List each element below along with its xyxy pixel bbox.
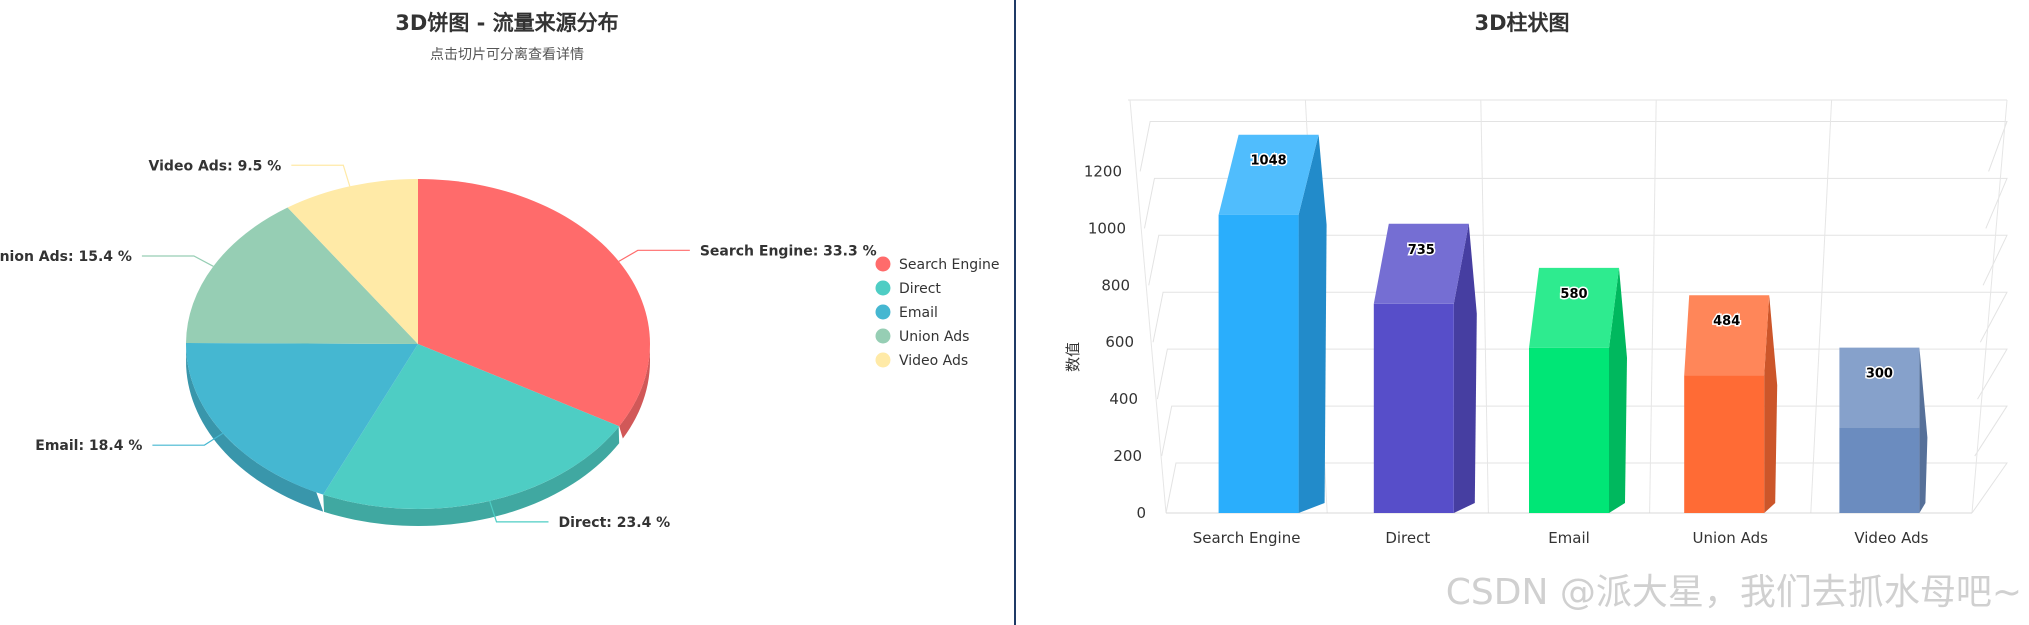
legend-item-label[interactable]: Union Ads	[899, 329, 969, 345]
grid-line	[1480, 99, 1489, 514]
bar[interactable]	[1373, 303, 1454, 513]
bar[interactable]	[1684, 375, 1765, 513]
bar-side-face	[1609, 267, 1627, 513]
grid-line	[1971, 99, 2008, 514]
bar-chart-panel: 3D柱状图 0 200 400 600 800 1000 1200 数值 1048 735 58…	[1064, 11, 2008, 547]
bar-chart-x-ticks: Search Engine Direct Email Union Ads Video A…	[1193, 529, 1929, 547]
pie-chart-title: 3D饼图 - 流量来源分布	[395, 11, 618, 35]
legend-item-label[interactable]: Search Engine	[899, 257, 1000, 273]
bar-value-label: 735	[1408, 243, 1435, 258]
bar-side-face	[1453, 223, 1477, 514]
bar[interactable]	[1529, 347, 1609, 513]
bar-chart-y-ticks: 0 200 400 600 800 1000 1200	[1084, 162, 1146, 522]
pie-chart-subtitle: 点击切片可分离查看详情	[430, 46, 584, 63]
bar-side-face	[1919, 347, 1928, 513]
bar-value-label: 484	[1713, 314, 1740, 329]
legend-swatch[interactable]	[875, 256, 891, 272]
bar-top-face	[1529, 267, 1619, 348]
bar[interactable]	[1839, 427, 1920, 513]
pie-slices	[186, 179, 650, 509]
pie-side-walls	[186, 344, 650, 526]
bar-side-face	[1298, 134, 1327, 513]
bar[interactable]	[1218, 214, 1299, 513]
bar-top-face	[1684, 295, 1770, 376]
grid-line	[1143, 177, 2008, 229]
pie-chart-panel: 3D饼图 - 流量来源分布 点击切片可分离查看详情 Search Engine:…	[0, 11, 1000, 531]
grid-line	[1649, 99, 1657, 514]
pie-label-leader	[618, 249, 690, 262]
legend-item-label[interactable]: Video Ads	[899, 353, 968, 369]
pie-side-wall	[186, 344, 324, 512]
y-tick-label: 600	[1105, 333, 1134, 351]
bar-side-face	[1764, 295, 1778, 513]
pie-side-wall	[323, 426, 620, 526]
bar-chart-bars: 1048 735 580 484 300	[1218, 134, 1928, 514]
bar-chart-title: 3D柱状图	[1474, 11, 1569, 35]
watermark: CSDN @派大星，我们去抓水母吧~	[1446, 572, 2022, 613]
bar-top-face	[1373, 223, 1469, 304]
bar-value-label: 580	[1560, 287, 1587, 302]
pie-slice[interactable]	[323, 344, 620, 509]
x-tick-label: Video Ads	[1854, 529, 1928, 547]
bar-top-face	[1218, 134, 1319, 215]
x-tick-label: Union Ads	[1692, 529, 1768, 547]
legend-item-label[interactable]: Direct	[899, 281, 941, 297]
pie-legend: Search Engine Direct Email Union Ads Video A…	[875, 256, 1000, 369]
pie-slice[interactable]	[287, 179, 418, 344]
pie-slice[interactable]	[186, 207, 418, 344]
pie-side-wall	[619, 349, 650, 439]
bar-chart-y-axis-name: 数值	[1064, 342, 1082, 372]
y-tick-label: 0	[1136, 504, 1146, 522]
x-tick-label: Search Engine	[1193, 529, 1301, 547]
pie-slice-label: Search Engine: 33.3 %	[700, 243, 877, 259]
y-tick-label: 1000	[1088, 219, 1126, 237]
pie-slice-label: Union Ads: 15.4 %	[0, 249, 132, 265]
pie-slice[interactable]	[186, 342, 418, 495]
legend-swatch[interactable]	[875, 304, 891, 320]
bar-value-label: 300	[1866, 367, 1893, 382]
legend-swatch[interactable]	[875, 280, 891, 296]
legend-swatch[interactable]	[875, 352, 891, 368]
y-tick-label: 1200	[1084, 162, 1122, 180]
grid-line	[1148, 234, 2008, 286]
y-tick-label: 400	[1109, 390, 1138, 408]
grid-line	[1139, 120, 2008, 172]
y-tick-label: 200	[1113, 447, 1142, 465]
legend-item-label[interactable]: Email	[899, 305, 938, 321]
pie-slice-label: Email: 18.4 %	[35, 438, 142, 454]
y-tick-label: 800	[1101, 276, 1130, 294]
legend-swatch[interactable]	[875, 328, 891, 344]
grid-line	[1810, 99, 1833, 514]
pie-label-leader	[489, 500, 549, 523]
x-tick-label: Direct	[1385, 529, 1430, 547]
pie-slice-labels: Search Engine: 33.3 % Direct: 23.4 % Email…	[0, 158, 877, 531]
x-tick-label: Email	[1548, 529, 1590, 547]
pie-label-leader	[291, 164, 351, 187]
pie-slice-label: Direct: 23.4 %	[558, 515, 670, 531]
grid-line	[1129, 99, 1167, 514]
bar-value-label: 1048	[1251, 154, 1287, 169]
bar-top-face	[1839, 347, 1920, 428]
pie-label-leader	[141, 255, 214, 267]
pie-slice-label: Video Ads: 9.5 %	[149, 158, 282, 174]
pie-slice[interactable]	[418, 179, 650, 427]
pie-label-leader	[152, 432, 224, 446]
